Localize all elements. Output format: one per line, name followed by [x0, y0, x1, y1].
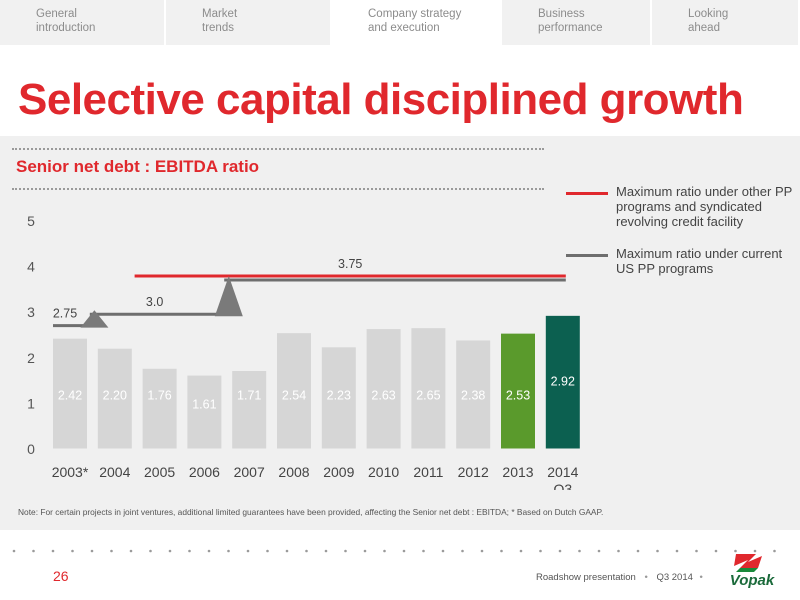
- nav-tab-4[interactable]: Business performance: [502, 0, 652, 45]
- presentation-name: Roadshow presentation: [536, 572, 636, 583]
- footer-dot-row: [12, 549, 776, 553]
- legend-label-gray: Maximum ratio under current US PP progra…: [616, 246, 783, 276]
- page-title: Selective capital disciplined growth: [18, 75, 744, 124]
- bar-2011: [411, 328, 446, 449]
- nav-tab-5[interactable]: Looking ahead: [652, 0, 800, 45]
- bar-value-label: 1.71: [237, 388, 261, 402]
- section-nav: General introduction Market trends Company s…: [0, 0, 800, 45]
- footnote: Note: For certain projects in joint vent…: [18, 507, 604, 517]
- legend-item-red: Maximum ratio under other PP programs an…: [566, 184, 794, 229]
- y-tick-label: 0: [27, 441, 35, 457]
- bar-value-label: 2.23: [327, 388, 351, 402]
- limit-label: 2.75: [53, 307, 77, 321]
- footer-caption: Roadshow presentation • Q3 2014 •: [536, 572, 703, 583]
- bar-2006: [187, 375, 222, 449]
- nav-tab-label-line2: and execution: [368, 22, 440, 34]
- legend-swatch-gray: [566, 254, 608, 257]
- bar-2014: [545, 315, 580, 449]
- bar-value-label: 2.53: [506, 388, 530, 402]
- x-tick-label: 2003*: [52, 464, 89, 480]
- x-tick-label: 2009: [323, 464, 354, 480]
- vopak-logo: Vopak: [730, 554, 775, 589]
- x-tick-label: 2013: [502, 464, 533, 480]
- bar-value-label: 2.42: [58, 388, 82, 402]
- bar-2004: [97, 348, 132, 449]
- y-tick-label: 2: [27, 350, 35, 366]
- bar-2013: [501, 333, 535, 449]
- x-tick-label: 2007: [234, 464, 265, 480]
- y-tick-label: 4: [27, 259, 35, 275]
- nav-tab-label-line2: trends: [202, 22, 234, 34]
- bar-value-label: 2.63: [371, 388, 395, 402]
- bar-2003: [53, 338, 87, 449]
- nav-tab-label-line1: Looking: [688, 8, 729, 20]
- bar-value-label: 2.65: [416, 388, 440, 402]
- x-tick-label: 2006: [189, 464, 220, 480]
- bar-value-label: 2.92: [551, 375, 575, 389]
- x-tick-label: 2011: [413, 464, 443, 480]
- x-tick-label: 2005: [144, 464, 175, 480]
- x-tick-label: 2004: [99, 464, 130, 480]
- nav-tab-label-line1: Company strategy: [368, 8, 462, 20]
- step-marker-triangle: [214, 276, 243, 317]
- x-tick-label: 2014: [547, 464, 578, 480]
- bar-2005: [142, 368, 177, 449]
- divider-bottom: [12, 188, 544, 190]
- legend-swatch-red: [566, 192, 608, 195]
- step-marker-triangle: [80, 310, 109, 328]
- y-tick-label: 3: [27, 304, 35, 320]
- nav-tab-label-line2: performance: [538, 22, 603, 34]
- divider-top: [12, 148, 544, 150]
- y-tick-label: 5: [27, 213, 35, 229]
- legend-label-red: Maximum ratio under other PP programs an…: [616, 184, 793, 229]
- logo-wordmark: Vopak: [730, 572, 775, 589]
- bar-value-label: 2.38: [461, 388, 485, 402]
- bar-2009: [321, 347, 356, 449]
- nav-tab-label-line1: General: [36, 8, 77, 20]
- bar-2008: [277, 333, 311, 449]
- x-tick-label: 2008: [278, 464, 309, 480]
- nav-tab-1[interactable]: General introduction: [0, 0, 166, 45]
- bar-2007: [232, 371, 267, 449]
- bar-2012: [456, 340, 491, 449]
- legend-item-gray: Maximum ratio under current US PP progra…: [566, 246, 794, 276]
- page-number: 26: [53, 568, 69, 584]
- bar-value-label: 1.61: [192, 397, 216, 411]
- ratio-bar-chart: 0 1 2 3 4 5 2.42 2.20 1.76 1.61 1.71 2.54 2.23 2.63 2.…: [27, 213, 584, 490]
- limit-label: 3.75: [338, 257, 362, 271]
- nav-tab-label-line1: Market: [202, 8, 238, 20]
- nav-tab-label-line2: ahead: [688, 22, 720, 34]
- presentation-period: Q3 2014: [656, 572, 693, 583]
- bar-value-label: 1.76: [147, 388, 171, 402]
- x-tick-sublabel: Q3: [553, 481, 572, 490]
- bar-value-label: 2.20: [103, 388, 127, 402]
- nav-tab-label-line2: introduction: [36, 22, 96, 34]
- y-tick-label: 1: [27, 395, 35, 411]
- chart-subtitle: Senior net debt : EBITDA ratio: [16, 157, 260, 176]
- nav-tab-2[interactable]: Market trends: [166, 0, 332, 45]
- nav-tab-3[interactable]: Company strategy and execution: [332, 0, 502, 45]
- limit-label: 3.0: [146, 295, 163, 309]
- bar-2010: [366, 329, 401, 449]
- x-tick-label: 2012: [458, 464, 489, 480]
- x-tick-label: 2010: [368, 464, 399, 480]
- bar-value-label: 2.54: [282, 388, 306, 402]
- nav-tab-label-line1: Business: [538, 8, 585, 20]
